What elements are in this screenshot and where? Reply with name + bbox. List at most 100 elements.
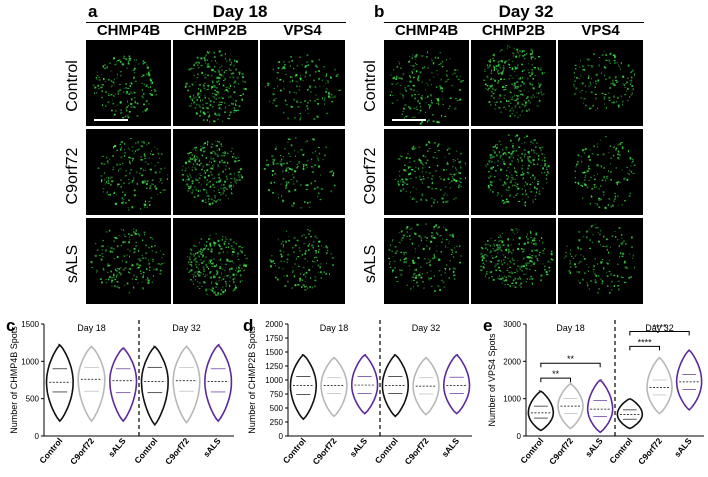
- cell-stain-spots: [184, 50, 247, 123]
- group-title: Day 32: [645, 323, 674, 333]
- cell-stain-spots: [90, 228, 165, 294]
- x-tick-label: C9orf72: [163, 436, 191, 467]
- violin-sals-day18: [109, 347, 138, 423]
- x-tick-label: C9orf72: [68, 436, 96, 467]
- group-title: Day 18: [556, 323, 585, 333]
- group-title: Day 32: [412, 323, 441, 333]
- violin-control-day32: [616, 397, 644, 430]
- x-tick-label: sALS: [201, 436, 223, 459]
- cell-stain-spots: [573, 51, 635, 111]
- x-tick-label: sALS: [583, 436, 605, 459]
- panel-b-day-title: Day 32: [498, 2, 554, 21]
- chart-vps4-violin: Number of VPS4 Spots 0 1000 2000 3000 Day 18 D…: [487, 320, 704, 467]
- panel-letter-b: b: [374, 2, 385, 21]
- violin-c9orf72-day32: [172, 345, 201, 424]
- x-tick-label: C9orf72: [547, 436, 575, 467]
- violin-c9orf72-day18: [77, 345, 106, 423]
- micrograph-a-sals-chmp4b: [86, 218, 171, 304]
- y-tick-label: 250: [270, 418, 284, 427]
- panel-a-col-chmp2b: CHMP2B: [183, 22, 248, 39]
- micrograph-b-c9orf72-vps4: [558, 129, 643, 215]
- x-tick-label: Control: [281, 436, 308, 466]
- cell-stain-spots: [97, 138, 169, 211]
- y-tick-label: 0: [279, 432, 284, 441]
- cell-stain-spots: [265, 54, 342, 121]
- panel-b-col-chmp4b: CHMP4B: [394, 22, 459, 39]
- violin-sals-day18: [351, 354, 379, 415]
- significance-bracket: ****: [629, 337, 660, 351]
- cell-stain-spots: [574, 136, 636, 210]
- x-tick-label: C9orf72: [311, 436, 339, 467]
- cell-stain-spots: [181, 140, 243, 206]
- panel-b-col-chmp2b: CHMP2B: [481, 22, 546, 39]
- violin-c9orf72-day18: [557, 382, 584, 430]
- y-tick-label: 0: [35, 432, 40, 441]
- cell-stain-spots: [394, 140, 467, 207]
- group-title: Day 18: [320, 323, 349, 333]
- micrograph-b-control-chmp2b: [471, 40, 556, 126]
- micrograph-a-c9orf72-chmp4b: [86, 129, 171, 215]
- significance-label: ****: [652, 322, 667, 332]
- y-tick-label: 3000: [503, 320, 521, 329]
- cell-stain-spots: [483, 45, 545, 119]
- x-tick-label: Control: [37, 436, 64, 466]
- group-title: Day 18: [77, 323, 106, 333]
- micrograph-b-c9orf72-chmp2b: [471, 129, 556, 215]
- y-axis-label: Number of CHMP2B Spots: [247, 326, 257, 434]
- micrograph-a-c9orf72-chmp2b: [173, 129, 258, 215]
- x-tick-label: Control: [518, 436, 545, 466]
- chart-chmp2b-violin: Number of CHMP2B Spots 0 250 500 750 1000 1250…: [247, 320, 472, 467]
- y-tick-label: 2000: [503, 357, 521, 366]
- chart-chmp4b-violin: Number of CHMP4B Spots 0 500 1000 1500 Day 18…: [9, 320, 234, 467]
- cell-stain-spots: [484, 134, 550, 207]
- panel-a-col-vps4: VPS4: [283, 22, 322, 39]
- y-tick-label: 1000: [503, 395, 521, 404]
- violin-sals-day32: [204, 343, 233, 423]
- y-tick-label: 750: [270, 390, 284, 399]
- panel-letter-c: c: [6, 316, 16, 335]
- violin-sals-day18: [586, 379, 614, 434]
- micrograph-a-control-chmp2b: [173, 40, 258, 126]
- significance-bracket: **: [540, 354, 601, 368]
- y-axis-label: Number of CHMP4B Spots: [9, 326, 19, 434]
- micrograph-a-control-vps4: [260, 40, 345, 126]
- violin-c9orf72-day32: [646, 356, 673, 415]
- y-tick-label: 500: [26, 395, 40, 404]
- cell-stain-spots: [388, 223, 462, 293]
- y-tick-label: 2000: [265, 320, 283, 329]
- panel-a-row-control: Control: [64, 60, 81, 112]
- cell-stain-spots: [564, 223, 636, 294]
- scale-bar: [94, 119, 128, 121]
- violin-control-day18: [289, 354, 317, 421]
- panel-b-row-control: Control: [362, 60, 379, 112]
- violin-sals-day32: [675, 348, 703, 412]
- y-axis-label: Number of VPS4 Spots: [487, 333, 497, 427]
- x-tick-label: C9orf72: [403, 436, 431, 467]
- violin-control-day18: [45, 343, 74, 423]
- violin-c9orf72-day18: [320, 356, 348, 418]
- x-tick-label: sALS: [672, 436, 694, 459]
- violin-control-day32: [381, 354, 410, 418]
- significance-label: ****: [638, 337, 653, 347]
- micrograph-a-control-chmp4b: [86, 40, 171, 126]
- panel-a-row-sals: sALS: [64, 244, 81, 284]
- y-tick-label: 1000: [21, 357, 39, 366]
- y-tick-label: 1500: [21, 320, 39, 329]
- micrograph-a-sals-vps4: [260, 218, 345, 304]
- violin-control-day32: [140, 345, 169, 427]
- panel-b-title-rule: [384, 22, 644, 23]
- violin-c9orf72-day32: [412, 356, 440, 416]
- cell-stain-spots: [186, 233, 248, 297]
- x-tick-label: Control: [373, 436, 400, 466]
- panel-a-row-c9orf72: C9orf72: [64, 147, 81, 205]
- panel-a-title-rule: [86, 22, 346, 23]
- panel-letter-d: d: [243, 316, 254, 335]
- micrograph-b-sals-chmp4b: [384, 218, 469, 304]
- scale-bar: [392, 119, 426, 121]
- x-tick-label: C9orf72: [636, 436, 664, 467]
- y-tick-label: 1750: [265, 334, 283, 343]
- violin-sals-day32: [443, 354, 471, 415]
- panel-a-day-title: Day 18: [212, 2, 268, 21]
- x-tick-label: sALS: [440, 436, 462, 459]
- cell-stain-spots: [269, 229, 334, 291]
